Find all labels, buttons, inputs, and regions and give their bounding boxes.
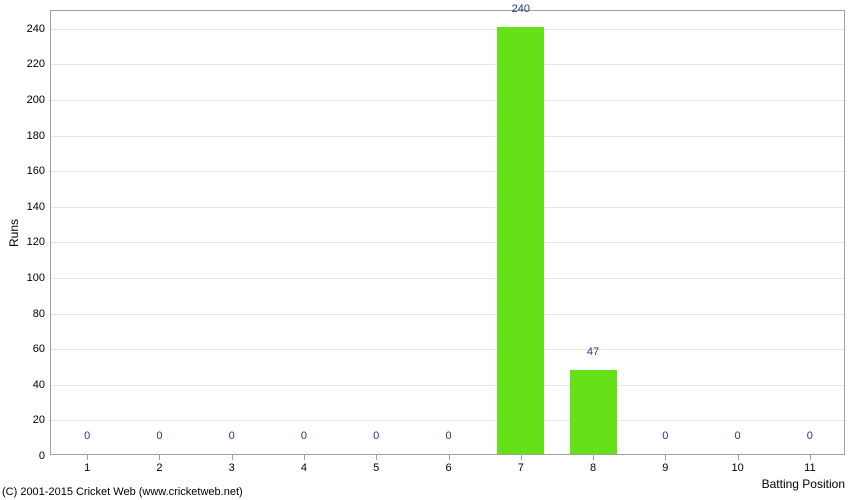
gridline — [51, 100, 844, 101]
bar-value-label: 0 — [229, 430, 235, 442]
bar-value-label: 0 — [301, 430, 307, 442]
x-tick-label: 2 — [156, 462, 162, 474]
bar-value-label: 0 — [735, 430, 741, 442]
bar-value-label: 0 — [445, 430, 451, 442]
x-tick — [449, 454, 450, 460]
gridline — [51, 278, 844, 279]
y-tick-label: 240 — [27, 23, 45, 35]
bar-value-label: 0 — [373, 430, 379, 442]
y-tick-label: 40 — [33, 379, 45, 391]
x-tick — [159, 454, 160, 460]
x-tick-label: 6 — [445, 462, 451, 474]
x-tick-label: 8 — [590, 462, 596, 474]
y-tick-label: 120 — [27, 236, 45, 248]
x-tick — [232, 454, 233, 460]
y-tick-label: 160 — [27, 165, 45, 177]
copyright-text: (C) 2001-2015 Cricket Web (www.cricketwe… — [2, 486, 243, 498]
gridline — [51, 171, 844, 172]
y-tick-label: 140 — [27, 201, 45, 213]
bar-value-label: 47 — [587, 346, 599, 358]
x-axis-title: Batting Position — [762, 477, 845, 491]
y-tick-label: 200 — [27, 94, 45, 106]
y-tick-label: 180 — [27, 130, 45, 142]
gridline — [51, 29, 844, 30]
x-tick-label: 3 — [229, 462, 235, 474]
x-tick — [87, 454, 88, 460]
x-tick — [593, 454, 594, 460]
y-tick-label: 20 — [33, 414, 45, 426]
y-tick-label: 80 — [33, 308, 45, 320]
y-tick-label: 60 — [33, 343, 45, 355]
gridline — [51, 136, 844, 137]
x-tick — [521, 454, 522, 460]
plot-area: 0204060801001201401601802002202401020304… — [50, 10, 845, 455]
bar-value-label: 240 — [512, 3, 530, 15]
x-tick — [376, 454, 377, 460]
x-tick — [665, 454, 666, 460]
y-tick-label: 100 — [27, 272, 45, 284]
gridline — [51, 64, 844, 65]
gridline — [51, 420, 844, 421]
x-tick-label: 4 — [301, 462, 307, 474]
x-tick-label: 7 — [518, 462, 524, 474]
y-axis-title: Runs — [7, 218, 21, 246]
x-tick — [304, 454, 305, 460]
bar — [570, 370, 617, 454]
y-tick-label: 220 — [27, 58, 45, 70]
bar-value-label: 0 — [662, 430, 668, 442]
x-tick — [738, 454, 739, 460]
gridline — [51, 242, 844, 243]
x-tick-label: 9 — [662, 462, 668, 474]
gridline — [51, 385, 844, 386]
x-tick-label: 5 — [373, 462, 379, 474]
bar-value-label: 0 — [807, 430, 813, 442]
x-tick-label: 10 — [731, 462, 743, 474]
bar-value-label: 0 — [156, 430, 162, 442]
gridline — [51, 314, 844, 315]
bar-value-label: 0 — [84, 430, 90, 442]
x-tick-label: 1 — [84, 462, 90, 474]
chart-container: 0204060801001201401601802002202401020304… — [0, 0, 850, 500]
gridline — [51, 349, 844, 350]
gridline — [51, 207, 844, 208]
bar — [497, 27, 544, 454]
x-tick-label: 11 — [804, 462, 815, 474]
y-tick-label: 0 — [39, 450, 45, 462]
x-tick — [810, 454, 811, 460]
